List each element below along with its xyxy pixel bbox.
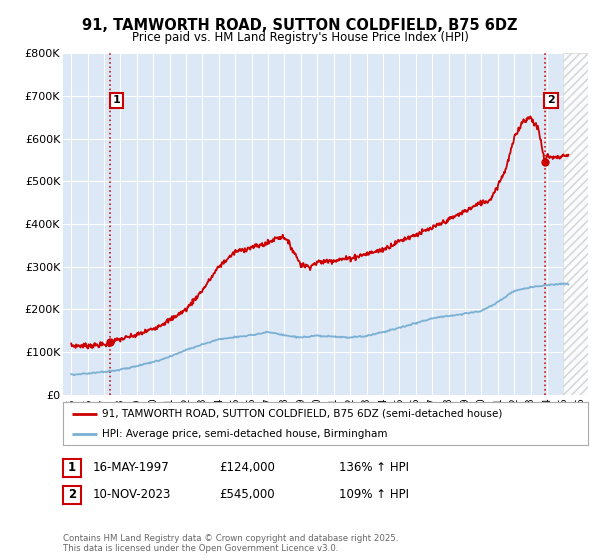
Text: HPI: Average price, semi-detached house, Birmingham: HPI: Average price, semi-detached house,… <box>103 430 388 439</box>
Text: 2: 2 <box>68 488 76 501</box>
Text: 91, TAMWORTH ROAD, SUTTON COLDFIELD, B75 6DZ (semi-detached house): 91, TAMWORTH ROAD, SUTTON COLDFIELD, B75… <box>103 409 503 419</box>
Text: 1: 1 <box>113 95 120 105</box>
Text: 2: 2 <box>547 95 555 105</box>
Text: 91, TAMWORTH ROAD, SUTTON COLDFIELD, B75 6DZ: 91, TAMWORTH ROAD, SUTTON COLDFIELD, B75… <box>82 18 518 33</box>
Text: 16-MAY-1997: 16-MAY-1997 <box>93 461 170 474</box>
Bar <box>563 53 588 395</box>
Text: £545,000: £545,000 <box>219 488 275 501</box>
Text: 136% ↑ HPI: 136% ↑ HPI <box>339 461 409 474</box>
Text: 1: 1 <box>68 461 76 474</box>
Text: Contains HM Land Registry data © Crown copyright and database right 2025.
This d: Contains HM Land Registry data © Crown c… <box>63 534 398 553</box>
Text: Price paid vs. HM Land Registry's House Price Index (HPI): Price paid vs. HM Land Registry's House … <box>131 31 469 44</box>
Text: £124,000: £124,000 <box>219 461 275 474</box>
Text: 10-NOV-2023: 10-NOV-2023 <box>93 488 172 501</box>
Text: 109% ↑ HPI: 109% ↑ HPI <box>339 488 409 501</box>
